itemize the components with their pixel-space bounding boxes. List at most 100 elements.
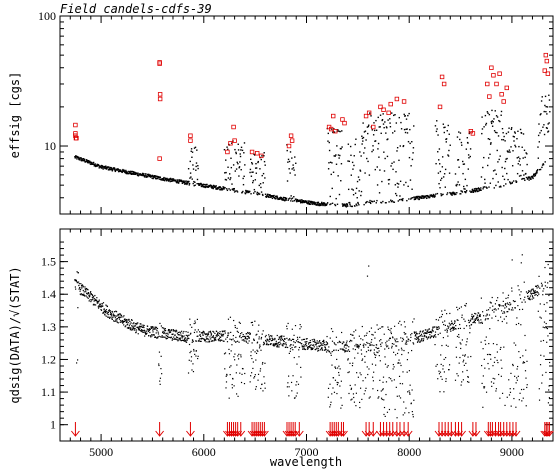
qdsig-point [352,393,355,395]
effsig-point [532,176,534,179]
qdsig-point [531,298,533,300]
qdsig-point [338,374,340,376]
qdsig-point [139,325,141,327]
qdsig-point [155,328,157,330]
effsig-point [497,181,499,183]
qdsig-point [79,293,81,295]
qdsig-point [444,324,446,326]
qdsig-point [195,350,198,352]
qdsig-point [176,339,178,341]
effsig-point [452,191,455,194]
qdsig-point [361,325,363,328]
qdsig-point [495,390,497,392]
qdsig-point [392,363,394,366]
qdsig-point [480,297,482,299]
effsig-point [218,187,221,189]
effsig-point [342,205,344,207]
qdsig-point [103,309,105,311]
qdsig-point [294,325,297,327]
qdsig-point [181,337,183,339]
qdsig-point [255,359,257,361]
qdsig-point [197,357,199,360]
effsig-point [386,155,389,158]
effsig-point [249,171,251,174]
qdsig-point [333,349,335,351]
qdsig-point [547,402,550,404]
qdsig-point [529,299,531,301]
qdsig-point [177,340,179,342]
qdsig-point [403,321,406,323]
effsig-point [496,131,498,134]
effsig-point [186,180,188,183]
qdsig-point [448,364,451,366]
qdsig-point [469,327,471,329]
qdsig-point [250,351,252,353]
effsig-point [509,182,512,184]
qdsig-point [276,334,278,337]
qdsig-point [187,331,189,333]
qdsig-point [407,352,410,354]
qdsig-point [532,288,534,290]
effsig-point [119,169,122,171]
qdsig-point [359,406,361,409]
qdsig-point [286,337,288,339]
qdsig-point [159,383,161,385]
qdsig-point [164,331,166,333]
effsig-point [298,200,300,203]
effsig-point [252,171,254,173]
qdsig-point [346,344,348,346]
qdsig-point [74,279,76,281]
qdsig-point [166,337,168,339]
qdsig-point [252,324,254,326]
qdsig-point [436,363,438,366]
qdsig-point [263,341,265,343]
qdsig-point [94,298,96,300]
qdsig-point [111,318,113,321]
flagged-point [331,113,336,119]
qdsig-point [408,412,410,414]
effsig-point [377,148,379,150]
qdsig-point [543,288,545,290]
qdsig-point [103,311,105,313]
effsig-point [225,159,227,161]
effsig-point [131,170,134,173]
qdsig-point [484,343,487,345]
effsig-point [487,138,490,140]
qdsig-point [459,356,461,359]
effsig-point [442,123,445,125]
effsig-point [359,151,361,153]
qdsig-point [383,413,385,416]
effsig-point [398,159,400,162]
qdsig-point [283,340,285,343]
effsig-point [511,182,513,184]
effsig-point [459,132,462,134]
effsig-point [291,197,294,199]
effsig-point [225,179,228,181]
qdsig-point [188,343,191,346]
effsig-point [83,159,86,162]
qdsig-point [499,397,501,399]
qdsig-point [105,309,108,311]
qdsig-point [359,387,362,389]
qdsig-point [243,339,245,341]
qdsig-point [349,340,351,343]
qdsig-point [443,358,445,360]
qdsig-point [521,400,523,402]
effsig-point [506,157,508,160]
effsig-point [532,177,534,180]
qdsig-point [82,289,84,292]
effsig-point [417,198,419,200]
qdsig-point [79,290,81,292]
qdsig-point [518,308,521,311]
bottom-qdsig-points [74,254,551,419]
effsig-point [149,176,152,178]
qdsig-point [354,357,356,359]
effsig-point [540,100,543,102]
qdsig-point [455,356,458,358]
effsig-point [233,189,235,191]
effsig-point [356,197,358,199]
flagged-point [333,129,338,134]
effsig-point [333,155,335,157]
qdsig-point [355,392,357,394]
qdsig-point [166,332,168,334]
